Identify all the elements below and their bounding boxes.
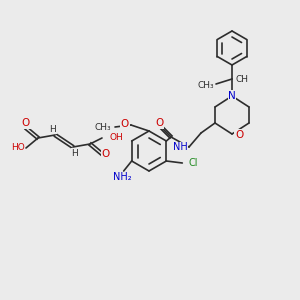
Text: Cl: Cl (188, 158, 198, 168)
Text: OH: OH (110, 134, 124, 142)
Text: H: H (50, 124, 56, 134)
Text: N: N (228, 91, 236, 101)
Text: O: O (235, 130, 243, 140)
Text: H: H (72, 148, 78, 158)
Text: CH₃: CH₃ (94, 124, 111, 133)
Text: NH: NH (173, 142, 188, 152)
Text: O: O (22, 118, 30, 128)
Text: O: O (102, 149, 110, 159)
Text: O: O (121, 119, 129, 129)
Text: CH: CH (235, 74, 248, 83)
Text: O: O (155, 118, 163, 128)
Text: CH₃: CH₃ (197, 80, 214, 89)
Text: NH₂: NH₂ (113, 172, 132, 182)
Text: HO: HO (11, 143, 25, 152)
